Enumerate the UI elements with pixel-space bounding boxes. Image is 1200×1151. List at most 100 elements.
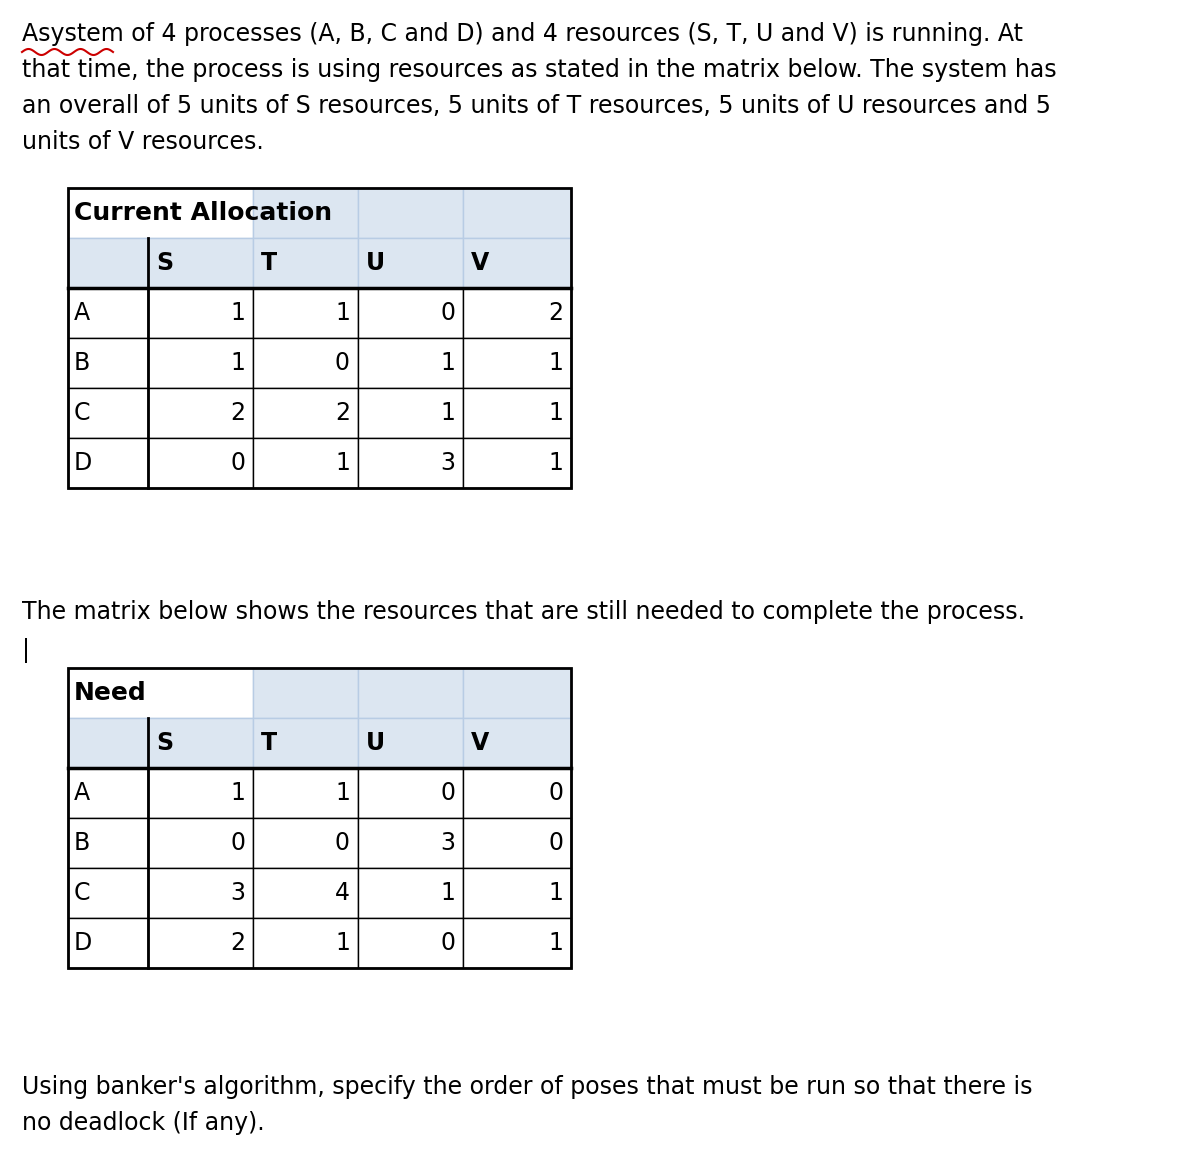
Text: Current Allocation: Current Allocation	[74, 201, 332, 224]
Bar	[148, 388, 253, 439]
Text: 0: 0	[440, 931, 455, 955]
Text: 1: 1	[230, 351, 245, 375]
Text: 0: 0	[230, 831, 245, 855]
Text: 2: 2	[230, 401, 245, 425]
Text: 1: 1	[335, 782, 350, 805]
Text: T: T	[262, 731, 277, 755]
Bar	[463, 388, 571, 439]
Text: 1: 1	[548, 401, 563, 425]
Bar	[463, 918, 571, 968]
Text: 1: 1	[548, 451, 563, 475]
Bar	[358, 188, 463, 238]
Bar	[358, 388, 463, 439]
Text: V: V	[470, 251, 490, 275]
Bar	[358, 718, 463, 768]
Bar	[148, 918, 253, 968]
Text: 1: 1	[440, 881, 455, 905]
Bar	[463, 338, 571, 388]
Bar	[148, 718, 253, 768]
Bar	[68, 439, 148, 488]
Bar	[253, 288, 358, 338]
Bar	[463, 868, 571, 918]
Text: Asystem of 4 processes (A, B, C and D) and 4 resources (S, T, U and V) is runnin: Asystem of 4 processes (A, B, C and D) a…	[22, 22, 1022, 46]
Bar	[253, 668, 358, 718]
Text: 0: 0	[230, 451, 245, 475]
Bar	[358, 818, 463, 868]
Text: 1: 1	[335, 451, 350, 475]
Text: B: B	[74, 351, 90, 375]
Text: 1: 1	[440, 351, 455, 375]
Bar	[68, 668, 571, 968]
Bar	[358, 918, 463, 968]
Bar	[253, 918, 358, 968]
Text: 1: 1	[230, 302, 245, 325]
Text: 1: 1	[548, 351, 563, 375]
Text: Need: Need	[74, 681, 146, 706]
Bar	[463, 188, 571, 238]
Bar	[463, 718, 571, 768]
Bar	[148, 818, 253, 868]
Text: 1: 1	[335, 302, 350, 325]
Text: 2: 2	[230, 931, 245, 955]
Text: 0: 0	[335, 351, 350, 375]
Bar	[253, 238, 358, 288]
Bar	[463, 238, 571, 288]
Bar	[463, 288, 571, 338]
Bar	[253, 868, 358, 918]
Bar	[253, 818, 358, 868]
Bar	[463, 668, 571, 718]
Text: U: U	[366, 251, 385, 275]
Text: 0: 0	[548, 831, 563, 855]
Text: 1: 1	[548, 931, 563, 955]
Bar	[68, 868, 148, 918]
Bar	[148, 439, 253, 488]
Bar	[68, 238, 148, 288]
Text: S: S	[156, 731, 173, 755]
Text: 1: 1	[335, 931, 350, 955]
Text: A: A	[74, 302, 90, 325]
Text: 0: 0	[440, 782, 455, 805]
Bar	[253, 439, 358, 488]
Text: U: U	[366, 731, 385, 755]
Text: A: A	[74, 782, 90, 805]
Bar	[148, 768, 253, 818]
Bar	[253, 718, 358, 768]
Bar	[358, 288, 463, 338]
Bar	[358, 768, 463, 818]
Text: C: C	[74, 401, 90, 425]
Text: |: |	[22, 638, 30, 663]
Bar	[68, 668, 253, 718]
Bar	[358, 338, 463, 388]
Bar	[463, 439, 571, 488]
Bar	[148, 868, 253, 918]
Text: Using banker's algorithm, specify the order of poses that must be run so that th: Using banker's algorithm, specify the or…	[22, 1075, 1032, 1099]
Bar	[68, 918, 148, 968]
Text: 2: 2	[335, 401, 350, 425]
Text: 2: 2	[548, 302, 563, 325]
Bar	[68, 818, 148, 868]
Bar	[68, 338, 148, 388]
Bar	[253, 188, 358, 238]
Text: 3: 3	[440, 831, 455, 855]
Text: 1: 1	[440, 401, 455, 425]
Bar	[463, 768, 571, 818]
Text: The matrix below shows the resources that are still needed to complete the proce: The matrix below shows the resources tha…	[22, 600, 1025, 624]
Bar	[68, 188, 571, 488]
Text: V: V	[470, 731, 490, 755]
Bar	[148, 238, 253, 288]
Text: 3: 3	[440, 451, 455, 475]
Bar	[358, 668, 463, 718]
Bar	[358, 439, 463, 488]
Text: no deadlock (If any).: no deadlock (If any).	[22, 1111, 265, 1135]
Text: 1: 1	[548, 881, 563, 905]
Bar	[253, 388, 358, 439]
Text: 0: 0	[548, 782, 563, 805]
Text: 0: 0	[335, 831, 350, 855]
Bar	[253, 338, 358, 388]
Text: units of V resources.: units of V resources.	[22, 130, 264, 154]
Bar	[463, 818, 571, 868]
Text: 4: 4	[335, 881, 350, 905]
Text: D: D	[74, 931, 92, 955]
Bar	[148, 288, 253, 338]
Text: 0: 0	[440, 302, 455, 325]
